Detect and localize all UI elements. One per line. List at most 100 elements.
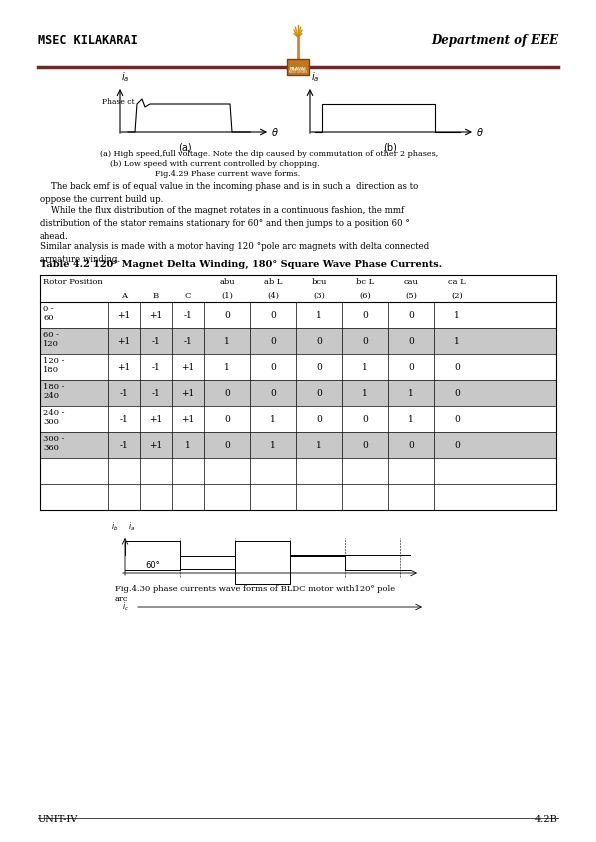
- Text: +1: +1: [117, 363, 131, 371]
- Text: -1: -1: [151, 363, 160, 371]
- Text: 0: 0: [408, 440, 414, 450]
- Text: $i_c$: $i_c$: [122, 600, 129, 613]
- Text: (b): (b): [383, 142, 397, 152]
- Text: (2): (2): [451, 291, 463, 300]
- Text: (a) High speed,full voltage. Note the dip caused by commutation of other 2 phase: (a) High speed,full voltage. Note the di…: [100, 150, 438, 158]
- Text: +1: +1: [181, 414, 195, 424]
- Text: 0: 0: [454, 440, 460, 450]
- Text: (4): (4): [267, 291, 279, 300]
- Text: +1: +1: [117, 311, 131, 319]
- Text: 0: 0: [316, 414, 322, 424]
- Text: While the flux distribution of the magnet rotates in a continuous fashion, the m: While the flux distribution of the magne…: [40, 206, 410, 242]
- Text: $i_a$: $i_a$: [128, 520, 135, 533]
- Text: 1: 1: [362, 388, 368, 397]
- Text: 0: 0: [408, 337, 414, 345]
- Text: Rotor Position: Rotor Position: [43, 278, 103, 286]
- Text: 0: 0: [270, 363, 276, 371]
- Text: $i_b$: $i_b$: [111, 520, 118, 533]
- Text: 1: 1: [224, 363, 230, 371]
- Text: 1: 1: [316, 311, 322, 319]
- Text: 0: 0: [362, 311, 368, 319]
- Text: 0: 0: [316, 388, 322, 397]
- Text: Table 4.2 120° Magnet Delta Winding, 180° Square Wave Phase Currents.: Table 4.2 120° Magnet Delta Winding, 180…: [40, 260, 442, 269]
- Text: bc L: bc L: [356, 278, 374, 286]
- Text: 0: 0: [316, 363, 322, 371]
- Text: 0 -
60: 0 - 60: [43, 305, 54, 322]
- Text: 60°: 60°: [145, 561, 160, 570]
- Bar: [40, 380, 556, 406]
- Text: A: A: [121, 291, 127, 300]
- Bar: [40, 432, 556, 458]
- Text: ca L: ca L: [448, 278, 466, 286]
- Text: 1: 1: [270, 440, 276, 450]
- Text: 0: 0: [270, 388, 276, 397]
- Text: PAAVAI: PAAVAI: [290, 67, 306, 71]
- Text: $\theta$: $\theta$: [476, 126, 484, 138]
- Text: 0: 0: [454, 363, 460, 371]
- Bar: [287, 59, 309, 75]
- Text: -1: -1: [184, 311, 193, 319]
- Text: $i_a$: $i_a$: [311, 70, 319, 84]
- Text: 120 -
180: 120 - 180: [43, 357, 64, 374]
- Text: -1: -1: [184, 337, 193, 345]
- Text: (6): (6): [359, 291, 371, 300]
- Text: 1: 1: [224, 337, 230, 345]
- Text: +1: +1: [117, 337, 131, 345]
- Text: (a): (a): [178, 142, 192, 152]
- Text: 0: 0: [316, 337, 322, 345]
- Text: bcu: bcu: [311, 278, 327, 286]
- Text: 1: 1: [316, 440, 322, 450]
- Text: MSEC KILAKARAI: MSEC KILAKARAI: [38, 34, 138, 47]
- Bar: [40, 328, 556, 354]
- Text: -1: -1: [120, 440, 128, 450]
- Text: 1: 1: [408, 388, 414, 397]
- Text: -1: -1: [151, 388, 160, 397]
- Text: 0: 0: [270, 337, 276, 345]
- Text: 0: 0: [408, 311, 414, 319]
- Text: 240 -
300: 240 - 300: [43, 409, 64, 426]
- Text: Fig.4.29 Phase current wave forms.: Fig.4.29 Phase current wave forms.: [100, 170, 300, 178]
- Text: 1: 1: [185, 440, 191, 450]
- Text: 0: 0: [454, 388, 460, 397]
- Text: (1): (1): [221, 291, 233, 300]
- Text: -1: -1: [120, 414, 128, 424]
- Text: 60 -
120: 60 - 120: [43, 331, 59, 349]
- Text: 1: 1: [454, 311, 460, 319]
- Text: 4.2B: 4.2B: [535, 815, 558, 824]
- Text: (3): (3): [313, 291, 325, 300]
- Text: 0: 0: [270, 311, 276, 319]
- Text: -1: -1: [151, 337, 160, 345]
- Text: 0: 0: [224, 414, 230, 424]
- Text: 300 -
360: 300 - 360: [43, 435, 64, 452]
- Text: $\theta$: $\theta$: [271, 126, 279, 138]
- Text: The back emf is of equal value in the incoming phase and is in such a  direction: The back emf is of equal value in the in…: [40, 182, 418, 205]
- Text: 0: 0: [362, 337, 368, 345]
- Text: cau: cau: [403, 278, 418, 286]
- Text: Similar analysis is made with a motor having 120 °pole arc magnets with delta co: Similar analysis is made with a motor ha…: [40, 242, 429, 264]
- Text: $i_a$: $i_a$: [121, 70, 129, 84]
- Text: Department of EEE: Department of EEE: [431, 34, 558, 47]
- Text: 1: 1: [362, 363, 368, 371]
- Text: 0: 0: [224, 440, 230, 450]
- Text: C: C: [185, 291, 191, 300]
- Text: +1: +1: [150, 311, 163, 319]
- Text: UNIT-IV: UNIT-IV: [38, 815, 79, 824]
- Text: 0: 0: [362, 414, 368, 424]
- Text: +1: +1: [150, 440, 163, 450]
- Text: INSTITUTIONS: INSTITUTIONS: [288, 70, 308, 74]
- Text: abu: abu: [219, 278, 235, 286]
- Text: -1: -1: [120, 388, 128, 397]
- Text: B: B: [153, 291, 159, 300]
- Text: 0: 0: [408, 363, 414, 371]
- Text: 1: 1: [270, 414, 276, 424]
- Text: +1: +1: [181, 363, 195, 371]
- Text: Phase ct: Phase ct: [102, 98, 135, 106]
- Text: 180 -
240: 180 - 240: [43, 383, 64, 400]
- Text: (b) Low speed with current controlled by chopping.: (b) Low speed with current controlled by…: [100, 160, 319, 168]
- Text: 0: 0: [454, 414, 460, 424]
- Text: ab L: ab L: [264, 278, 283, 286]
- Text: 0: 0: [224, 388, 230, 397]
- Text: +1: +1: [181, 388, 195, 397]
- Text: (5): (5): [405, 291, 417, 300]
- Text: 0: 0: [224, 311, 230, 319]
